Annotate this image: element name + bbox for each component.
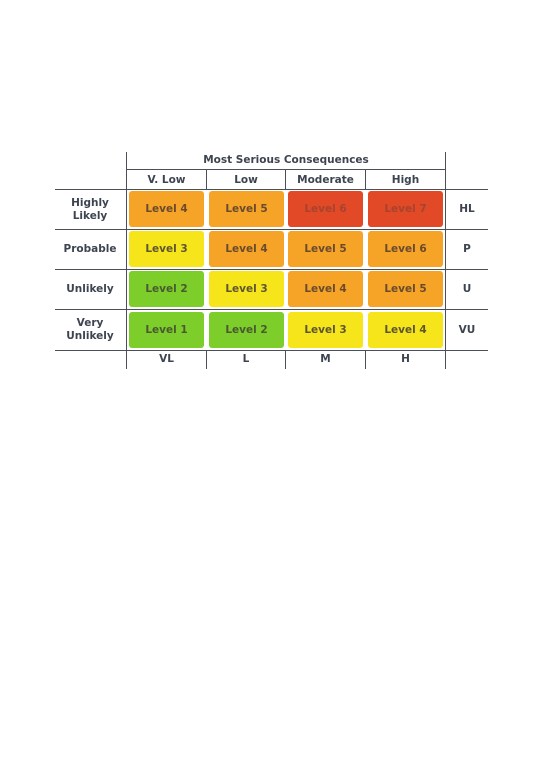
column-header: High xyxy=(391,173,420,186)
column-code: L xyxy=(242,353,250,365)
grid-line xyxy=(365,170,366,189)
grid-line xyxy=(55,350,488,351)
grid-line xyxy=(285,170,286,189)
row-code: P xyxy=(463,243,471,255)
column-code: VL xyxy=(159,353,174,365)
grid-line xyxy=(55,229,488,230)
column-header: V. Low xyxy=(147,173,186,186)
risk-cell: Level 5 xyxy=(209,191,284,227)
risk-cell: Level 3 xyxy=(129,231,204,267)
risk-cell: Level 1 xyxy=(129,312,204,348)
grid-line xyxy=(126,169,446,170)
risk-cell: Level 3 xyxy=(288,312,363,348)
risk-cell: Level 6 xyxy=(368,231,443,267)
risk-cell: Level 7 xyxy=(368,191,443,227)
grid-line xyxy=(206,170,207,189)
risk-cell: Level 5 xyxy=(288,231,363,267)
risk-cell: Level 5 xyxy=(368,271,443,307)
risk-cell: Level 2 xyxy=(129,271,204,307)
column-header: Moderate xyxy=(297,173,354,186)
row-label: Unlikely xyxy=(66,283,114,295)
row-label: Probable xyxy=(63,243,117,255)
grid-line xyxy=(206,350,207,369)
risk-cell: Level 4 xyxy=(129,191,204,227)
risk-cell: Level 6 xyxy=(288,191,363,227)
grid-line xyxy=(55,189,488,190)
column-code: M xyxy=(320,353,331,365)
row-code: HL xyxy=(459,203,475,215)
risk-cell: Level 4 xyxy=(209,231,284,267)
risk-cell: Level 4 xyxy=(288,271,363,307)
matrix-title: Most Serious Consequences xyxy=(203,153,369,166)
column-code: H xyxy=(401,353,410,365)
grid-line xyxy=(365,350,366,369)
grid-line xyxy=(55,269,488,270)
row-code: VU xyxy=(458,323,476,336)
column-header: Low xyxy=(234,173,258,186)
grid-line xyxy=(285,350,286,369)
grid-line xyxy=(445,152,446,369)
row-code: U xyxy=(462,283,472,295)
grid-line xyxy=(55,309,488,310)
grid-line xyxy=(126,152,127,369)
risk-cell: Level 4 xyxy=(368,312,443,348)
row-label: Highly Likely xyxy=(71,196,109,222)
risk-cell: Level 2 xyxy=(209,312,284,348)
risk-cell: Level 3 xyxy=(209,271,284,307)
row-label: Very Unlikely xyxy=(66,317,114,342)
